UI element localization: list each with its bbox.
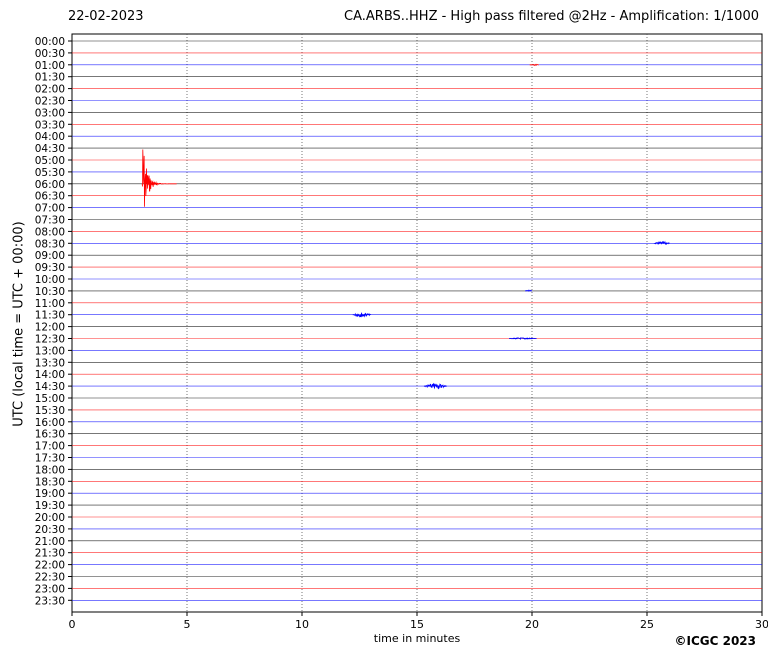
y-tick-label: 21:00 (35, 536, 65, 548)
x-tick-label: 0 (69, 618, 76, 631)
y-tick-label: 19:00 (35, 488, 65, 500)
seismic-event-1130 (353, 313, 371, 317)
y-tick-label: 13:30 (35, 357, 65, 369)
y-tick-label: 13:00 (35, 345, 65, 357)
y-tick-label: 01:00 (35, 60, 65, 72)
y-tick-label: 23:00 (35, 583, 65, 595)
y-tick-label: 03:00 (35, 107, 65, 119)
y-tick-label: 14:30 (35, 381, 65, 393)
seismic-event-1230 (509, 338, 537, 339)
y-tick-label: 08:30 (35, 238, 65, 250)
y-tick-label: 18:30 (35, 476, 65, 488)
y-tick-label: 04:30 (35, 143, 65, 155)
y-tick-label: 16:00 (35, 417, 65, 429)
x-tick-label: 10 (295, 618, 309, 631)
y-tick-label: 06:30 (35, 191, 65, 203)
y-tick-label: 09:00 (35, 250, 65, 262)
seismic-event-1030 (525, 290, 532, 291)
x-axis-ticks: 0 5 10 15 20 25 30 (69, 612, 768, 631)
gridlines (187, 34, 647, 612)
y-tick-label: 10:00 (35, 274, 65, 286)
x-tick-label: 20 (525, 618, 539, 631)
y-tick-label: 23:30 (35, 595, 65, 607)
y-tick-label: 11:00 (35, 298, 65, 310)
x-tick-label: 30 (755, 618, 768, 631)
y-tick-label: 20:30 (35, 524, 65, 536)
y-tick-label: 03:30 (35, 119, 65, 131)
y-tick-label: 08:00 (35, 226, 65, 238)
y-tick-label: 21:30 (35, 548, 65, 560)
y-axis-ticks: 00:0000:3001:0001:3002:0002:3003:0003:30… (35, 36, 72, 607)
y-tick-label: 05:30 (35, 167, 65, 179)
seismic-event-1430 (424, 384, 447, 389)
y-tick-label: 05:00 (35, 155, 65, 167)
y-tick-label: 02:00 (35, 84, 65, 96)
y-tick-label: 15:00 (35, 393, 65, 405)
y-tick-label: 11:30 (35, 310, 65, 322)
y-tick-label: 04:00 (35, 131, 65, 143)
y-tick-label: 10:30 (35, 286, 65, 298)
seismic-event-0830 (654, 242, 670, 244)
y-tick-label: 09:30 (35, 262, 65, 274)
x-tick-label: 25 (640, 618, 654, 631)
y-tick-label: 20:00 (35, 512, 65, 524)
y-tick-label: 01:30 (35, 72, 65, 84)
y-tick-label: 07:00 (35, 203, 65, 215)
y-tick-label: 15:30 (35, 405, 65, 417)
y-tick-label: 00:00 (35, 36, 65, 48)
y-tick-label: 17:00 (35, 441, 65, 453)
y-tick-label: 12:30 (35, 334, 65, 346)
y-tick-label: 18:00 (35, 464, 65, 476)
y-tick-label: 02:30 (35, 96, 65, 108)
seismic-events (142, 64, 670, 388)
y-tick-label: 16:30 (35, 429, 65, 441)
y-tick-label: 22:30 (35, 572, 65, 584)
y-tick-label: 17:30 (35, 453, 65, 465)
y-tick-label: 14:00 (35, 369, 65, 381)
y-tick-label: 07:30 (35, 215, 65, 227)
y-tick-label: 00:30 (35, 48, 65, 60)
y-tick-label: 06:00 (35, 179, 65, 191)
y-tick-label: 12:00 (35, 322, 65, 334)
y-tick-label: 22:00 (35, 560, 65, 572)
y-tick-label: 19:30 (35, 500, 65, 512)
x-tick-label: 15 (410, 618, 424, 631)
x-tick-label: 5 (184, 618, 191, 631)
seismic-event-0600 (142, 149, 177, 206)
